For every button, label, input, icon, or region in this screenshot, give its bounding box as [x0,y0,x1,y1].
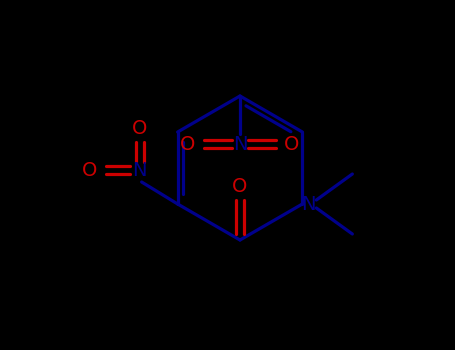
Text: O: O [180,134,196,154]
Text: O: O [132,119,147,138]
Text: O: O [233,176,248,196]
Text: O: O [284,134,300,154]
Text: N: N [301,195,316,214]
Text: N: N [233,134,247,154]
Text: N: N [132,161,147,180]
Text: O: O [82,161,97,180]
